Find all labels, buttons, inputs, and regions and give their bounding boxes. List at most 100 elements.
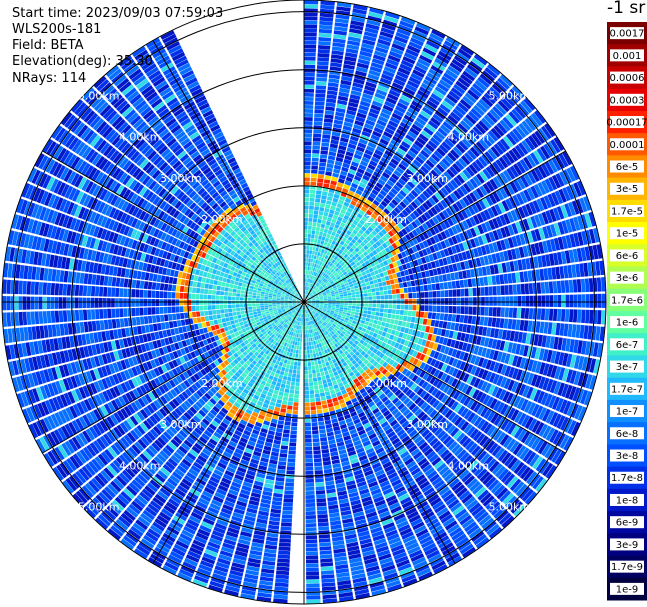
ppi-cell	[427, 333, 433, 341]
ppi-cell	[519, 357, 527, 369]
ppi-cell	[382, 354, 388, 361]
ppi-cell	[458, 140, 469, 151]
ppi-cell	[405, 400, 414, 408]
ppi-cell	[401, 375, 408, 383]
ppi-cell	[369, 66, 382, 73]
ppi-cell	[323, 183, 330, 188]
ppi-cell	[507, 342, 514, 353]
ppi-cell	[516, 161, 526, 174]
ppi-cell	[483, 276, 489, 286]
ppi-cell	[378, 203, 385, 211]
ppi-cell	[451, 245, 457, 254]
ppi-cell	[343, 319, 348, 324]
ppi-cell	[320, 562, 334, 567]
ppi-cell	[321, 323, 325, 327]
ppi-cell	[323, 298, 328, 301]
ppi-cell	[396, 102, 408, 110]
ppi-cell	[378, 115, 389, 123]
ppi-cell	[478, 120, 490, 132]
ppi-cell	[475, 257, 482, 267]
ppi-cell	[342, 237, 347, 243]
ppi-cell	[471, 462, 482, 474]
ppi-cell	[450, 427, 460, 437]
ppi-cell	[416, 136, 427, 146]
ppi-cell	[329, 287, 334, 291]
ppi-cell	[356, 329, 362, 334]
ppi-cell	[477, 297, 481, 306]
ppi-cell	[457, 77, 471, 88]
ppi-cell	[476, 418, 486, 430]
ppi-cell	[564, 250, 571, 264]
ppi-cell	[405, 262, 411, 269]
ppi-cell	[506, 392, 514, 404]
ppi-cell	[397, 344, 404, 351]
ppi-cell	[531, 132, 542, 146]
ppi-cell	[549, 238, 557, 252]
ppi-cell	[408, 239, 415, 247]
ppi-cell	[572, 248, 579, 263]
ppi-cell	[367, 163, 376, 171]
ppi-cell	[350, 286, 355, 290]
ppi-cell	[386, 123, 397, 132]
ppi-cell	[367, 181, 375, 189]
ppi-cell	[304, 382, 309, 387]
ppi-cell	[511, 108, 523, 122]
ppi-cell	[500, 418, 510, 431]
ppi-cell	[295, 378, 300, 383]
ppi-cell	[500, 470, 512, 483]
ppi-cell	[337, 99, 348, 106]
ppi-cell	[305, 326, 308, 330]
ppi-cell	[307, 282, 310, 287]
ppi-cell	[342, 162, 350, 169]
ppi-cell	[317, 522, 329, 527]
ppi-cell	[339, 294, 344, 297]
ppi-cell	[368, 258, 374, 264]
ppi-cell	[380, 211, 388, 218]
ppi-cell	[319, 231, 324, 236]
ppi-cell	[563, 418, 573, 433]
ppi-cell	[309, 308, 312, 312]
ppi-cell	[426, 348, 432, 356]
ppi-cell	[318, 256, 322, 261]
ppi-cell	[433, 204, 442, 213]
ppi-cell	[483, 408, 492, 420]
ppi-cell	[307, 350, 310, 354]
ppi-cell	[315, 198, 321, 203]
ppi-cell	[382, 153, 392, 161]
ppi-cell	[311, 230, 316, 235]
ppi-cell	[507, 422, 517, 435]
ppi-cell	[569, 339, 575, 353]
ppi-cell	[327, 298, 332, 300]
ppi-cell	[318, 534, 331, 539]
ppi-cell	[415, 93, 427, 103]
ppi-cell	[321, 317, 326, 321]
ppi-cell	[408, 231, 415, 239]
ppi-cell	[363, 238, 369, 245]
ppi-cell	[396, 272, 402, 278]
ppi-cell	[532, 476, 544, 490]
ppi-cell	[308, 262, 311, 267]
ppi-cell	[485, 166, 495, 178]
ppi-cell	[364, 296, 369, 300]
ppi-cell	[384, 183, 392, 191]
ppi-cell	[372, 360, 379, 367]
ppi-cell	[334, 289, 339, 293]
ppi-cell	[428, 156, 438, 166]
ppi-cell	[456, 174, 465, 184]
ppi-cell	[378, 251, 384, 258]
ppi-cell	[508, 366, 516, 378]
ppi-cell	[426, 434, 436, 444]
ppi-cell	[320, 558, 333, 563]
ppi-cell	[391, 82, 404, 90]
ppi-cell	[485, 348, 492, 359]
ppi-cell	[448, 289, 453, 297]
ppi-cell	[549, 336, 555, 349]
ppi-cell	[313, 381, 318, 386]
ppi-cell	[531, 420, 541, 433]
ppi-cell	[365, 317, 370, 322]
ppi-cell	[319, 542, 331, 547]
ppi-cell	[519, 233, 526, 245]
ppi-cell	[436, 82, 449, 93]
ppi-cell	[380, 200, 388, 208]
ppi-cell	[386, 280, 391, 286]
